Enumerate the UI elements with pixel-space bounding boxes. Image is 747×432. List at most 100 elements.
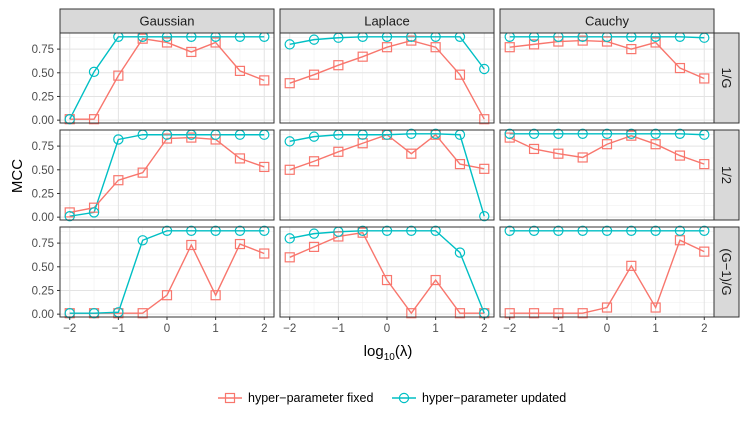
point-updated (601, 225, 613, 236)
legend-key-updated-marker (398, 392, 410, 404)
series-line-updated (289, 230, 485, 314)
point-updated (161, 225, 173, 236)
panel (59, 31, 275, 125)
x-tick-label: 0 (164, 323, 170, 335)
point-fixed (430, 42, 441, 53)
series-line-updated (69, 230, 265, 314)
point-fixed (504, 42, 515, 53)
point-updated (357, 225, 368, 236)
point-updated (504, 225, 515, 236)
legend-label-fixed: hyper−parameter fixed (248, 391, 373, 405)
point-updated (284, 233, 295, 244)
column-strip (499, 8, 715, 34)
point-fixed (626, 44, 637, 55)
series-line-fixed (509, 239, 705, 314)
point-updated (308, 228, 320, 239)
point-fixed (674, 150, 686, 161)
point-updated (528, 128, 540, 139)
column-strip (59, 8, 275, 34)
point-fixed (308, 241, 320, 252)
point-updated (674, 128, 686, 139)
point-fixed (210, 37, 221, 48)
point-updated (528, 225, 540, 236)
point-fixed (479, 114, 490, 125)
x-axis-title: log10(λ) (364, 343, 413, 363)
point-updated (577, 128, 588, 139)
x-tick-label: −1 (552, 323, 565, 335)
point-updated (626, 128, 637, 139)
point-fixed (210, 290, 221, 301)
panel (499, 128, 715, 221)
point-fixed (259, 248, 270, 259)
panel-border (59, 129, 275, 221)
point-fixed (674, 62, 686, 74)
point-fixed (64, 207, 75, 218)
point-fixed (259, 75, 270, 86)
row-strip (713, 226, 740, 318)
point-fixed (601, 139, 613, 150)
point-updated (88, 66, 100, 78)
legend: hyper−parameter fixed hyper−parameter up… (218, 391, 566, 405)
x-tick-label: −2 (63, 323, 76, 335)
point-fixed (406, 35, 417, 46)
point-updated (626, 225, 637, 236)
row-strip (713, 32, 740, 124)
point-fixed (161, 37, 173, 48)
column-strip (279, 8, 495, 34)
panel (499, 31, 715, 124)
y-tick-label: 0.50 (32, 262, 54, 274)
point-updated (64, 211, 75, 222)
x-tick-label: 0 (384, 323, 390, 335)
panel-border (279, 129, 495, 221)
series-line-updated (289, 133, 485, 217)
point-updated (308, 34, 320, 45)
x-tick-label: −1 (112, 323, 125, 335)
point-updated (406, 128, 417, 139)
point-fixed (284, 78, 295, 89)
x-tick-label: −2 (503, 323, 516, 335)
point-fixed (88, 202, 100, 213)
point-fixed (626, 260, 637, 271)
point-fixed (210, 134, 221, 145)
row-strips: 1/G 1/2 (G−1)/G (713, 32, 740, 318)
x-tick-label: −1 (332, 323, 345, 335)
point-updated (88, 207, 100, 218)
y-tick-label: 0.75 (32, 44, 54, 56)
point-updated (601, 128, 613, 139)
panel (59, 225, 275, 319)
point-updated (210, 225, 221, 236)
point-fixed (113, 70, 124, 81)
x-axis-ticks: −2 −1 0 1 2 −2 −1 0 1 2 −2 −1 0 1 2 (63, 317, 707, 335)
point-fixed (601, 302, 613, 313)
y-tick-label: 0.00 (32, 309, 54, 321)
point-fixed (381, 42, 393, 53)
panel (499, 225, 715, 319)
column-strip-label: Laplace (364, 14, 410, 29)
point-fixed (284, 252, 295, 263)
point-fixed (454, 308, 466, 319)
point-updated (479, 211, 490, 222)
legend-key-fixed-marker (224, 392, 236, 404)
point-fixed (234, 65, 246, 76)
point-fixed (284, 164, 295, 175)
point-fixed (113, 175, 124, 186)
y-tick-label: 0.00 (32, 212, 54, 224)
point-updated (406, 225, 417, 236)
point-updated (308, 131, 320, 142)
point-fixed (553, 148, 564, 159)
series-line-updated (69, 134, 265, 217)
y-axis-title: MCC (9, 159, 26, 193)
point-fixed (699, 159, 710, 170)
point-updated (381, 225, 393, 236)
point-fixed (381, 274, 393, 286)
column-strip-label: Gaussian (140, 14, 195, 29)
y-tick-label: 0.50 (32, 68, 54, 80)
point-fixed (528, 39, 540, 50)
point-fixed (234, 153, 246, 164)
point-fixed (528, 143, 540, 155)
row-strip-label: (G−1)/G (719, 248, 734, 295)
column-strips: Gaussian Laplace Cauchy (59, 8, 715, 34)
point-updated (650, 128, 661, 139)
point-updated (234, 225, 246, 236)
